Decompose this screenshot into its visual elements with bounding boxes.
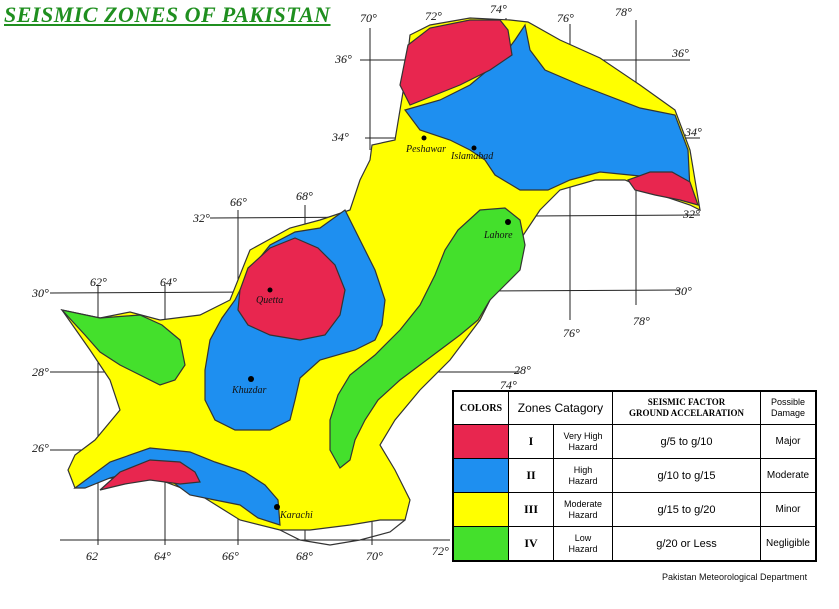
legend-damage: Moderate [760,458,817,493]
legend-header-row: COLORS Zones Catagory SEISMIC FACTOR GRO… [452,390,817,425]
legend-hazard-line1: Low [574,532,592,543]
map-title: SEISMIC ZONES OF PAKISTAN [4,2,331,27]
legend-color-swatch-green [452,526,509,562]
city-markers [248,135,511,510]
legend-header-factor: SEISMIC FACTOR GROUND ACCELARATION [612,390,761,425]
lon-label: 70° [360,11,377,25]
legend-zone-numeral: II [508,458,554,493]
lon-label: 70° [366,549,383,563]
islamabad-dot [471,145,477,151]
city-label-quetta: Quetta [256,295,283,306]
legend-header-colors: COLORS [452,390,509,425]
city-label-khuzdar: Khuzdar [231,385,267,396]
legend-damage: Major [760,424,817,459]
lon-label: 74° [490,2,507,16]
zone-1-red-east [627,171,699,206]
legend-hazard-label: Low Hazard [553,526,613,562]
city-label-islamabad: Islamabad [450,151,494,162]
source-credit: Pakistan Meteorological Department [662,572,808,582]
legend-damage: Minor [760,492,817,527]
legend-header-damage-line1: Possible [770,397,806,407]
lon-label: 64° [154,549,171,563]
legend-color-swatch-blue [452,458,509,493]
legend-row: II High Hazard g/10 to g/15 Moderate [452,458,817,493]
coast-line [279,519,406,546]
legend-zone-numeral: IV [508,526,554,562]
lon-label: 72° [425,9,442,23]
lat-label: 28° [32,365,49,379]
lahore-dot [505,219,511,225]
khuzdar-dot [248,376,254,382]
lat-label: 32° [192,211,210,225]
legend-hazard-line2: Hazard [568,543,598,554]
lat-label: 34° [684,125,702,139]
legend-zone-numeral: I [508,424,554,459]
city-label-karachi: Karachi [279,510,313,521]
city-label-lahore: Lahore [483,230,513,241]
lat-label: 34° [331,130,349,144]
legend-hazard-label: High Hazard [553,458,613,493]
legend-hazard-label: Very High Hazard [553,424,613,459]
city-label-peshawar: Peshawar [405,144,446,155]
legend-header-factor-line1: SEISMIC FACTOR [647,397,726,407]
lon-label: 74° [500,378,517,392]
legend-header-damage: Possible Damage [760,390,817,425]
lon-label: 66° [230,195,247,209]
lon-label: 68° [296,549,313,563]
lon-label: 62 [86,549,98,563]
lon-label: 72° [432,544,449,558]
legend-hazard-line1: High [573,464,593,475]
karachi-dot [274,504,280,510]
legend-seismic-factor: g/5 to g/10 [612,424,761,459]
peshawar-dot [421,135,427,141]
legend-hazard-line2: Hazard [568,509,598,520]
lon-label: 78° [633,314,650,328]
legend-header-damage-line2: Damage [770,408,806,418]
lat-label: 36° [671,46,689,60]
legend-header-factor-line2: GROUND ACCELARATION [628,408,745,418]
lat-label: 36° [334,52,352,66]
lon-label: 78° [615,5,632,19]
lat-label: 32° [682,207,700,221]
lon-label: 62° [90,275,107,289]
legend-hazard-label: Moderate Hazard [553,492,613,527]
legend-hazard-line1: Moderate [563,498,603,509]
legend-table: COLORS Zones Catagory SEISMIC FACTOR GRO… [452,390,817,562]
lat-label: 30° [31,286,49,300]
legend-header-zones: Zones Catagory [508,390,613,425]
lon-label: 68° [296,189,313,203]
legend-zone-numeral: III [508,492,554,527]
legend-seismic-factor: g/15 to g/20 [612,492,761,527]
legend-seismic-factor: g/20 or Less [612,526,761,562]
legend-row: III Moderate Hazard g/15 to g/20 Minor [452,492,817,527]
zone-1-red-south [99,459,201,491]
legend-row: IV Low Hazard g/20 or Less Negligible [452,526,817,562]
legend-seismic-factor: g/10 to g/15 [612,458,761,493]
legend-hazard-line2: Hazard [568,441,598,452]
lon-label: 64° [160,275,177,289]
lat-label: 30° [674,284,692,298]
zone-4-green-west [60,309,186,386]
lon-label: 76° [557,11,574,25]
coordinate-labels: 70° 72° 74° 76° 78° 36° 34° 32° 30° 36° … [31,2,702,563]
lat-label: 28° [514,363,531,377]
quetta-dot [267,287,273,293]
legend-row: I Very High Hazard g/5 to g/10 Major [452,424,817,459]
zone-1-red-north [399,19,513,106]
lon-label: 66° [222,549,239,563]
legend-color-swatch-red [452,424,509,459]
legend-hazard-line2: Hazard [568,475,598,486]
zone-4-green-east [329,207,526,469]
lon-label: 76° [563,326,580,340]
legend-damage: Negligible [760,526,817,562]
lat-label: 26° [32,441,49,455]
legend-hazard-line1: Very High [563,430,603,441]
legend-color-swatch-yellow [452,492,509,527]
zone-1-red-quetta [237,237,346,341]
